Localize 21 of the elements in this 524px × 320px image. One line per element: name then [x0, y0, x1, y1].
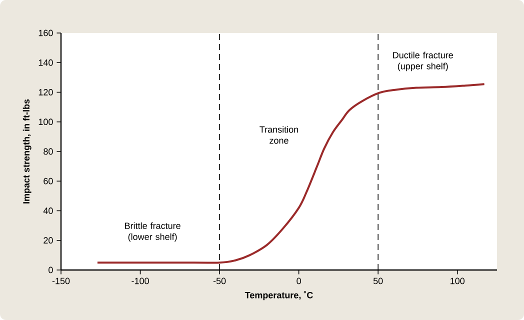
x-tick-label: -150	[52, 278, 70, 284]
x-tick-label: 100	[450, 278, 465, 284]
y-tick-label: 40	[43, 208, 53, 214]
x-axis-title: Temperature, ˚C	[244, 291, 313, 300]
annotation: Ductile fracture (upper shelf)	[393, 52, 453, 72]
y-tick-label: 100	[38, 118, 53, 126]
y-axis-title: Impact strength, in ft-lbs	[22, 99, 32, 204]
line-series	[96, 83, 486, 264]
y-tick-label: 120	[38, 89, 53, 96]
x-tick-label: 0	[296, 278, 301, 284]
annotation: Brittle fracture (lower shelf)	[125, 222, 180, 242]
y-tick-label: 80	[44, 148, 53, 155]
y-tick-label: 60	[44, 178, 53, 184]
y-tick-label: 20	[44, 237, 53, 244]
annotation: Transition zone	[260, 126, 298, 144]
y-tick-label: 160	[38, 30, 53, 36]
x-tick-label: -100	[132, 278, 149, 284]
x-tick-label: -50	[213, 278, 226, 284]
x-tick-label: 50	[373, 278, 383, 284]
y-tick-label: 140	[38, 59, 53, 66]
y-tick-label: 0	[48, 266, 53, 274]
